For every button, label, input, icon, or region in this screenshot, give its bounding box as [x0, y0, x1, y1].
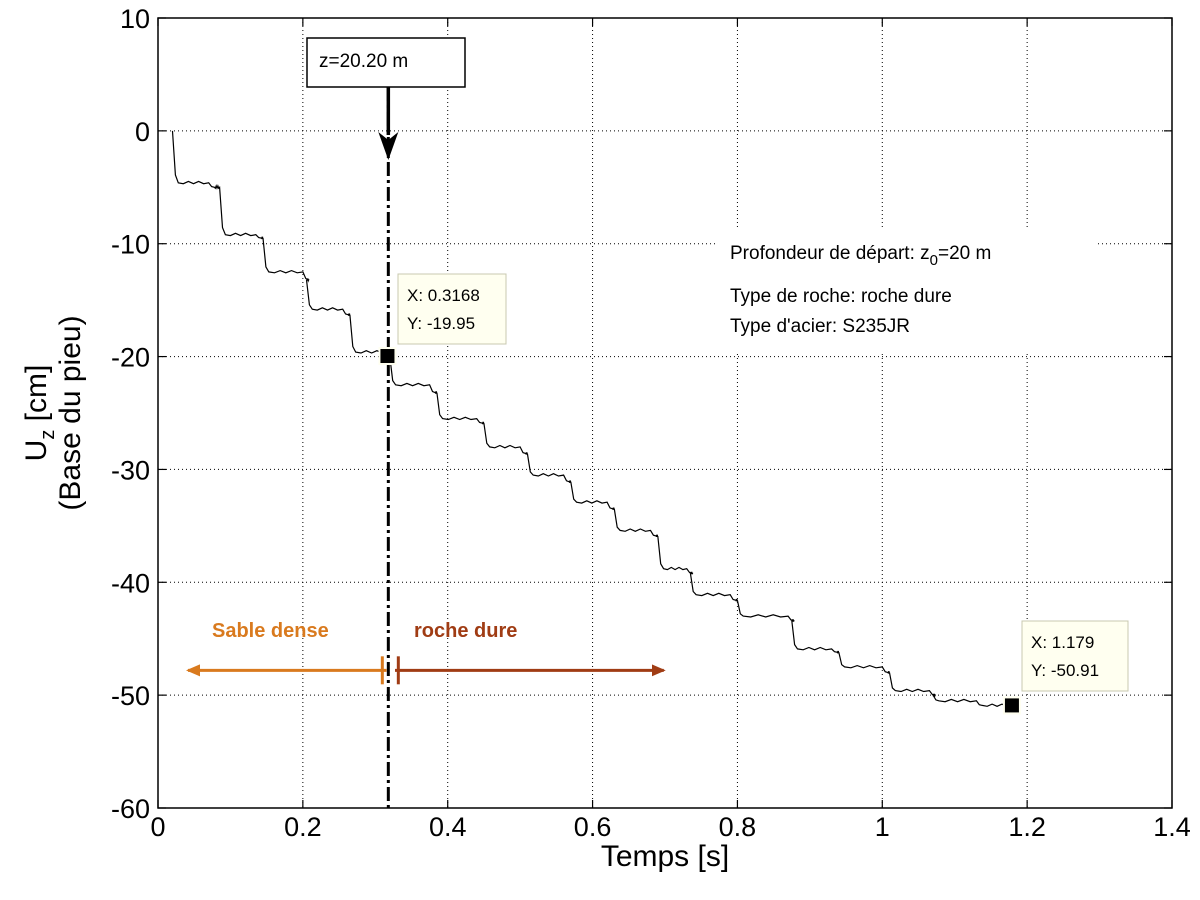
- y-tick-label: -10: [111, 230, 150, 260]
- datatip-2-marker: [1002, 696, 1021, 715]
- x-tick-label: 0.2: [284, 812, 322, 842]
- info-rock-type: Type de roche: roche dure: [730, 286, 952, 307]
- zone-annotations: Sable dense roche dure: [186, 620, 666, 685]
- x-tick-label: 1.4: [1153, 812, 1191, 842]
- info-box: Profondeur de départ: z0=20 m Type de ro…: [718, 230, 1096, 354]
- zone-label-sable-dense: Sable dense: [212, 620, 329, 642]
- datatip-1-marker: [378, 347, 397, 366]
- y-tick-label: 0: [135, 117, 150, 147]
- x-tick-label: 0: [150, 812, 165, 842]
- datatip-1-y: Y: -19.95: [407, 314, 475, 333]
- info-box-bg: [718, 230, 1096, 354]
- y-tick-label: -60: [111, 794, 150, 824]
- y-tick-label: 10: [120, 4, 150, 34]
- depth-callout-label: z=20.20 m: [319, 51, 408, 72]
- y-tick-label: -50: [111, 681, 150, 711]
- plot-area: [158, 18, 1172, 808]
- y-tick-label: -40: [111, 568, 150, 598]
- datatip-2-box: [1021, 620, 1129, 692]
- datatip-1: X: 0.3168 Y: -19.95: [378, 273, 507, 366]
- datatip-2-y: Y: -50.91: [1031, 661, 1099, 680]
- datatip-2-x: X: 1.179: [1031, 633, 1094, 652]
- data-series: [171, 130, 1020, 708]
- datatip-2: X: 1.179 Y: -50.91: [1002, 620, 1129, 715]
- x-tick-label: 1.2: [1008, 812, 1046, 842]
- y-axis-title-line1: Uz [cm]: [20, 365, 59, 462]
- x-tick-label: 1: [875, 812, 890, 842]
- y-tick-label: -20: [111, 343, 150, 373]
- x-axis-title: Temps [s]: [601, 840, 729, 873]
- axis-ticks: 0 0.2 0.4 0.6 0.8 1 1.2 1.4 10 0 -10 -20 -30 -40 -50 -6…: [111, 4, 1191, 842]
- series-line: [171, 130, 1020, 708]
- zone-label-roche-dure: roche dure: [414, 620, 517, 642]
- info-steel-type: Type d'acier: S235JR: [730, 316, 910, 337]
- x-tick-label: 0.4: [429, 812, 467, 842]
- y-axis-title: Uz [cm] (Base du pieu): [20, 315, 87, 510]
- x-tick-label: 0.8: [719, 812, 757, 842]
- depth-callout: z=20.20 m: [306, 37, 466, 808]
- y-axis-title-line2: (Base du pieu): [54, 315, 87, 510]
- depth-marker-arrowhead: [378, 132, 399, 160]
- datatip-1-box: [397, 273, 507, 345]
- x-tick-label: 0.6: [574, 812, 612, 842]
- y-tick-label: -30: [111, 455, 150, 485]
- plot-frame: [157, 17, 1173, 809]
- depth-callout-box: [306, 37, 466, 88]
- datatip-1-x: X: 0.3168: [407, 286, 480, 305]
- info-depth: Profondeur de départ: z0=20 m: [730, 243, 991, 269]
